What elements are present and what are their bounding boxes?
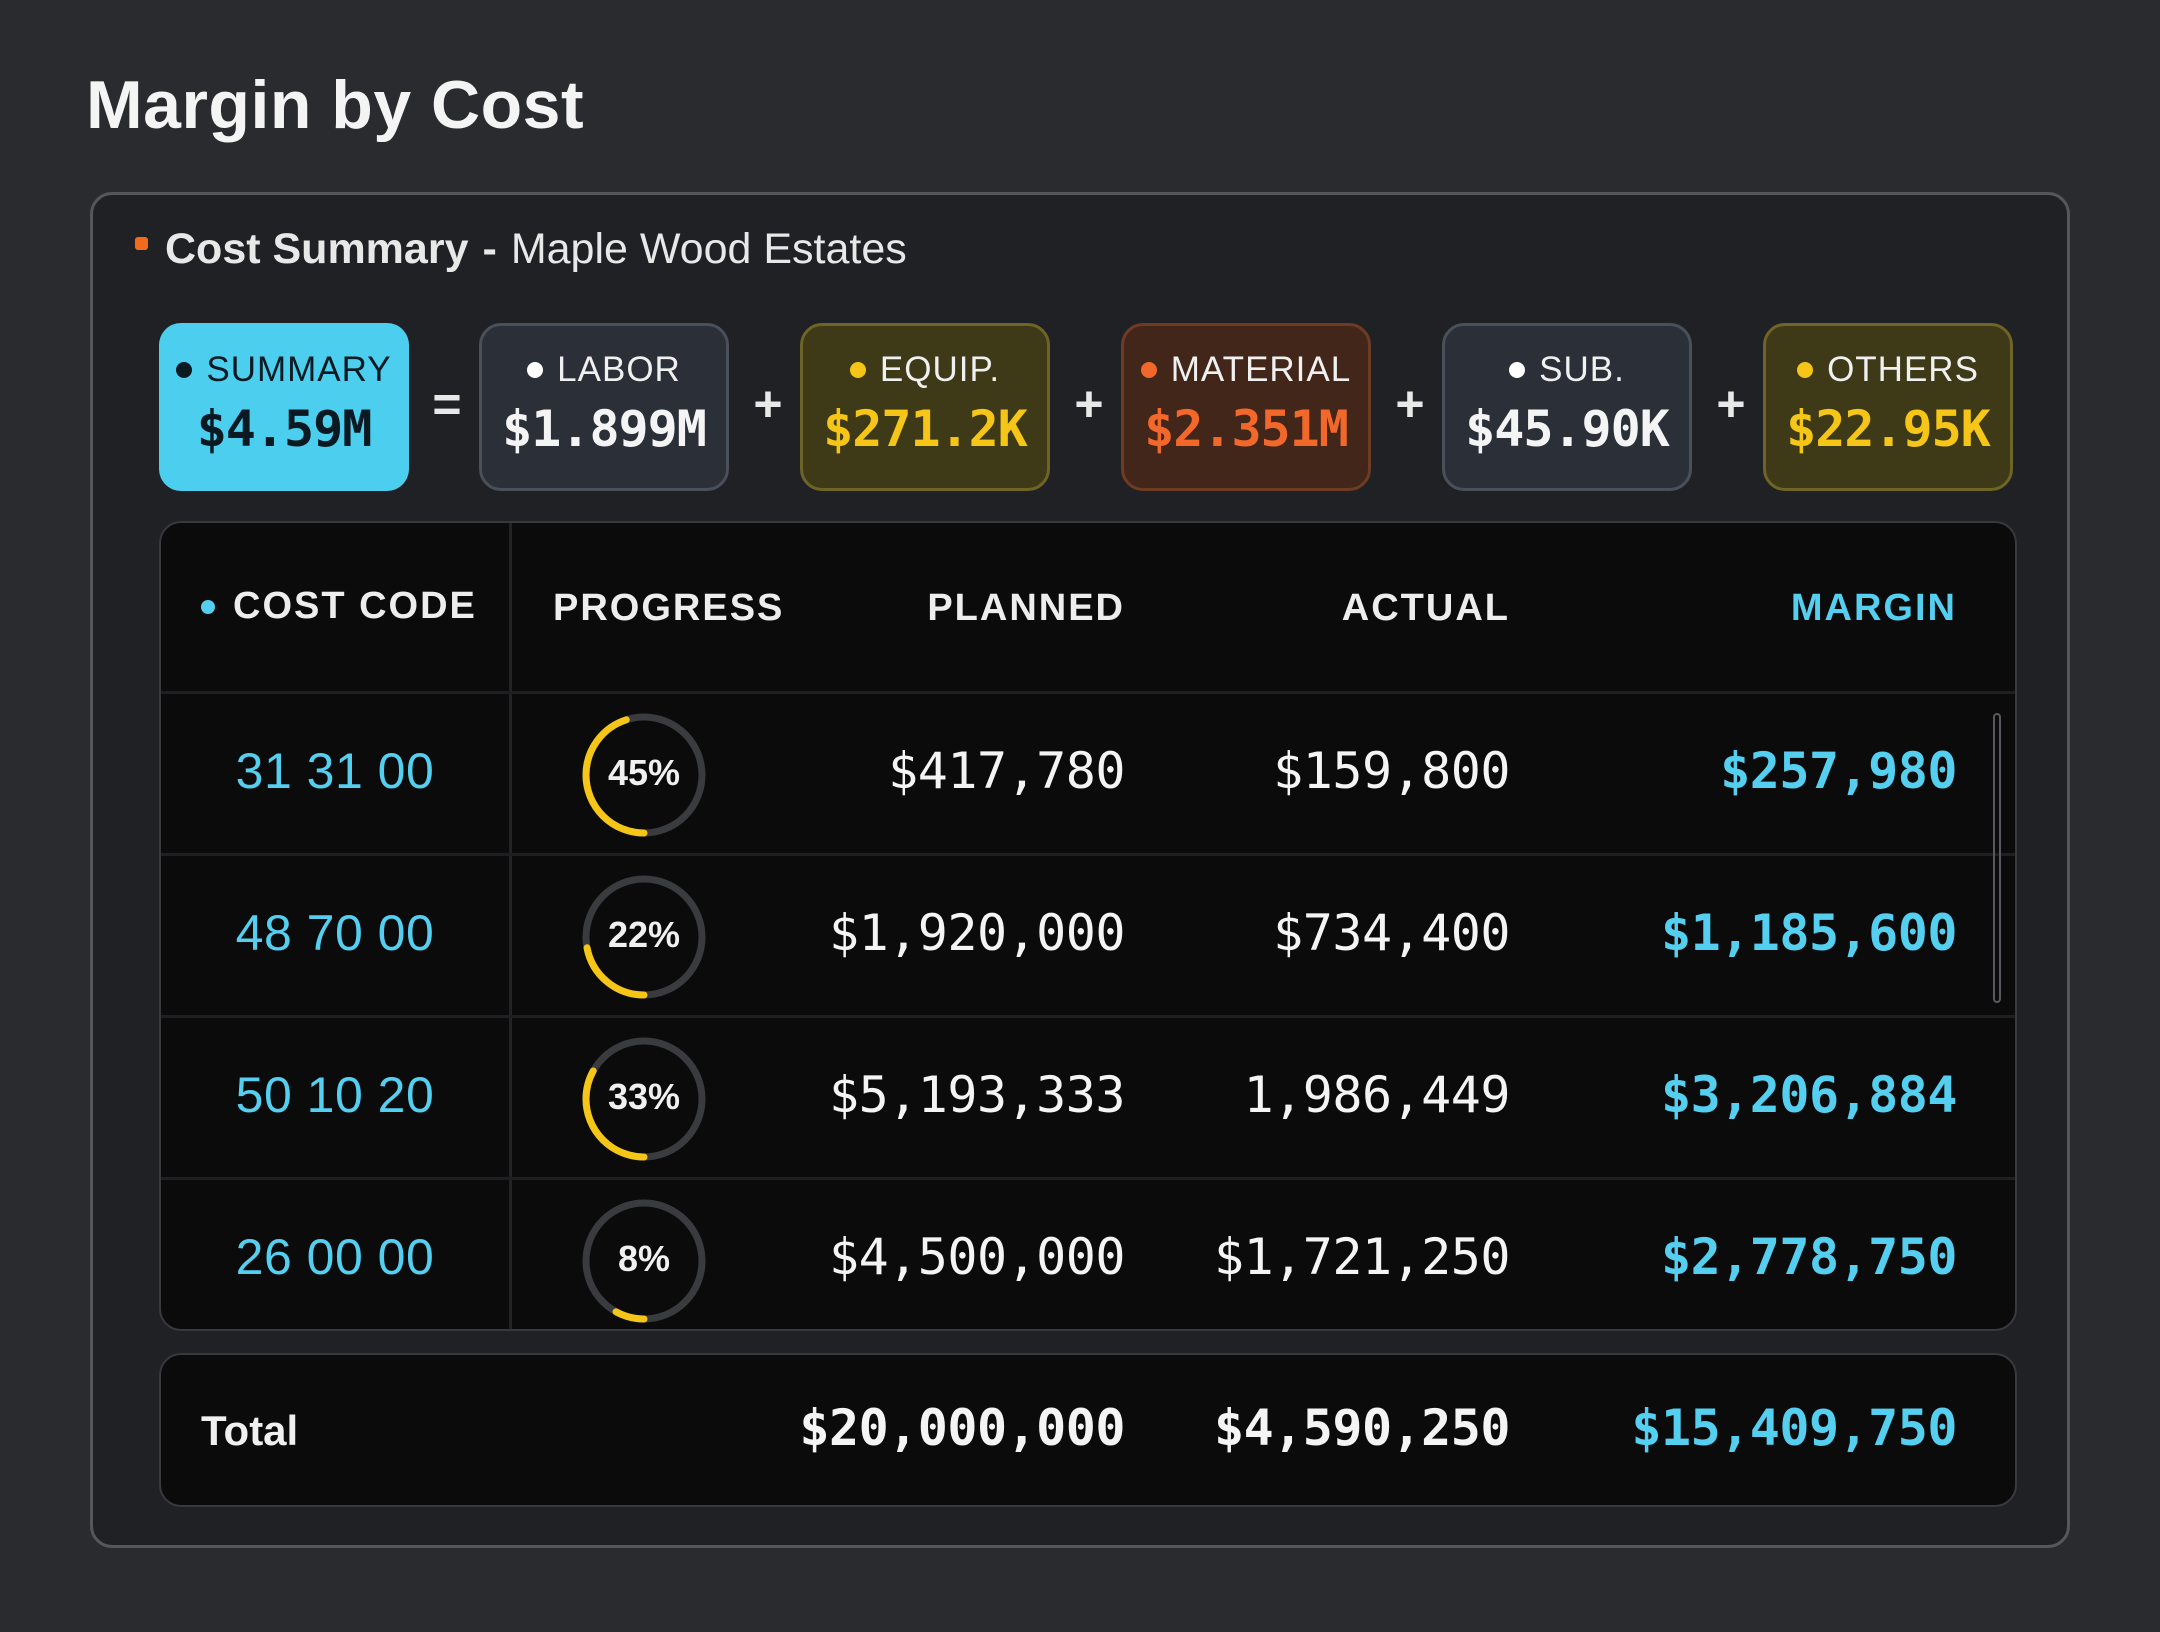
panel-heading: Cost Summary - Maple Wood Estates: [135, 225, 907, 274]
progress-label: 45%: [607, 752, 681, 793]
planned-value: $4,500,000: [828, 1228, 1126, 1286]
margin-value: $1,185,600: [1660, 904, 1958, 962]
header-planned[interactable]: PLANNED: [927, 587, 1125, 629]
progress-label: 22%: [607, 914, 681, 955]
progress-arc: [582, 713, 706, 837]
actual-value: 1,986,449: [1243, 1066, 1511, 1124]
chip-value: $45.90K: [1465, 400, 1670, 458]
total-row: Total $20,000,000 $4,590,250 $15,409,750: [159, 1353, 2017, 1507]
chip-label: EQUIP.: [879, 350, 1001, 389]
chip-value: $1.899M: [502, 400, 707, 458]
actual-value: $734,400: [1273, 904, 1510, 962]
chip-value: $271.2K: [823, 400, 1028, 458]
chip-label: LABOR: [557, 350, 681, 389]
panel-heading-title: Cost Summary: [165, 225, 469, 273]
table-header: COST CODE PROGRESS PLANNED ACTUAL MARGIN: [161, 523, 2015, 691]
chip-labor[interactable]: LABOR $1.899M: [479, 323, 729, 491]
progress-ring: [582, 1199, 706, 1323]
column-divider: [509, 523, 512, 1329]
table-row[interactable]: 48 70 00 22% $1,920,000 $734,400 $1,185,…: [161, 853, 2015, 1015]
planned-value: $417,780: [888, 742, 1125, 800]
panel-heading-separator: -: [482, 225, 497, 273]
page-title: Margin by Cost: [86, 67, 585, 143]
cost-code[interactable]: 50 10 20: [235, 1067, 435, 1123]
dot-icon: [1509, 362, 1526, 378]
progress-ring: [582, 713, 706, 837]
chip-sub[interactable]: SUB. $45.90K: [1442, 323, 1692, 491]
chip-others[interactable]: OTHERS $22.95K: [1763, 323, 2013, 491]
chip-value: $2.351M: [1144, 400, 1349, 458]
chip-label: MATERIAL: [1170, 350, 1352, 389]
equals-operator: =: [432, 376, 462, 432]
chip-value: $22.95K: [1786, 400, 1991, 458]
progress-arc: [582, 875, 706, 999]
chip-value: $4.59M: [196, 400, 373, 458]
dot-icon: [1140, 362, 1157, 378]
margin-value: $257,980: [1720, 742, 1957, 800]
panel-heading-project: Maple Wood Estates: [510, 225, 907, 273]
chip-summary[interactable]: SUMMARY $4.59M: [159, 323, 409, 491]
dot-icon: [176, 362, 193, 378]
plus-operator: +: [1716, 376, 1746, 432]
progress-label: 33%: [607, 1076, 681, 1117]
total-margin: $15,409,750: [1631, 1399, 1957, 1457]
plus-operator: +: [1074, 376, 1104, 432]
table-scrollbar[interactable]: [1993, 713, 2001, 1003]
dot-icon: [1797, 362, 1814, 378]
header-cost-code[interactable]: COST CODE: [201, 585, 477, 628]
header-actual[interactable]: ACTUAL: [1341, 587, 1510, 629]
plus-operator: +: [753, 376, 783, 432]
dot-icon: [527, 362, 544, 378]
progress-label: 8%: [617, 1238, 671, 1279]
cost-code[interactable]: 31 31 00: [235, 743, 435, 799]
total-label: Total: [201, 1407, 299, 1454]
table-row[interactable]: 31 31 00 45% $417,780 $159,800 $257,980: [161, 691, 2015, 853]
plus-operator: +: [1395, 376, 1425, 432]
progress-arc: [582, 1037, 706, 1161]
summary-chips: SUMMARY $4.59M = LABOR $1.899M + EQUIP. …: [159, 323, 2019, 493]
margin-value: $2,778,750: [1660, 1228, 1958, 1286]
planned-value: $5,193,333: [828, 1066, 1126, 1124]
cost-code[interactable]: 48 70 00: [235, 905, 435, 961]
chip-equip[interactable]: EQUIP. $271.2K: [800, 323, 1050, 491]
progress-arc: [582, 1199, 706, 1323]
header-margin[interactable]: MARGIN: [1790, 587, 1957, 629]
cost-summary-panel: Cost Summary - Maple Wood Estates SUMMAR…: [90, 192, 2070, 1548]
chip-label: SUB.: [1539, 350, 1625, 389]
dot-icon: [201, 599, 215, 614]
chip-material[interactable]: MATERIAL $2.351M: [1121, 323, 1371, 491]
progress-ring: [582, 875, 706, 999]
header-progress[interactable]: PROGRESS: [553, 587, 785, 629]
planned-value: $1,920,000: [828, 904, 1126, 962]
chip-label: SUMMARY: [206, 350, 392, 389]
table-row[interactable]: 26 00 00 8% $4,500,000 $1,721,250 $2,778…: [161, 1177, 2015, 1329]
table-row[interactable]: 50 10 20 33% $5,193,333 1,986,449 $3,206…: [161, 1015, 2015, 1177]
cost-code[interactable]: 26 00 00: [235, 1229, 435, 1285]
dot-icon: [849, 362, 866, 378]
cost-table: COST CODE PROGRESS PLANNED ACTUAL MARGIN…: [159, 521, 2017, 1331]
total-planned: $20,000,000: [799, 1399, 1125, 1457]
progress-ring: [582, 1037, 706, 1161]
heading-marker-icon: [135, 237, 148, 250]
chip-label: OTHERS: [1827, 350, 1979, 389]
total-actual: $4,590,250: [1213, 1399, 1511, 1457]
margin-value: $3,206,884: [1660, 1066, 1958, 1124]
actual-value: $159,800: [1273, 742, 1510, 800]
actual-value: $1,721,250: [1213, 1228, 1511, 1286]
